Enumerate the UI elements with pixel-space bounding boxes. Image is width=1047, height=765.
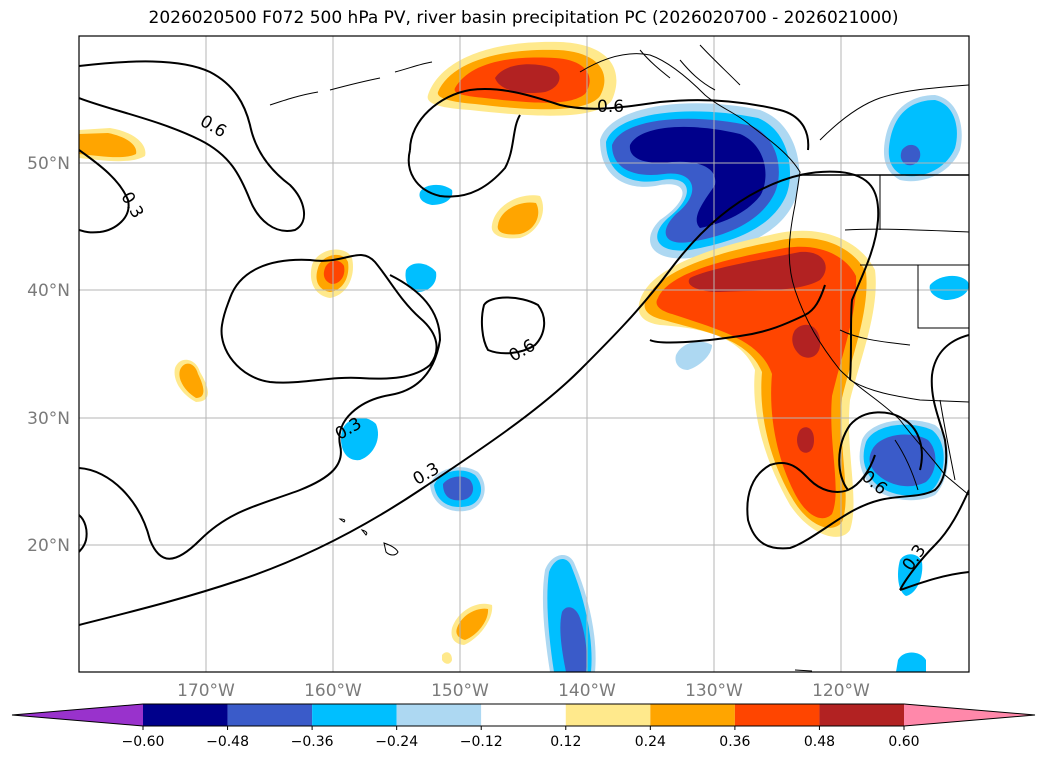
colorbar-extend-low [12, 704, 143, 726]
lon-label-140w: 140°W [558, 681, 616, 701]
map-frame [78, 35, 970, 673]
lat-label-30n: 30°N [27, 409, 70, 429]
lon-label-150w: 150°W [431, 681, 489, 701]
pv-contour-lower-0.3 [79, 274, 442, 560]
pv-contour-hawaii-0.6 [480, 296, 546, 355]
colorbar-bin [143, 704, 228, 726]
longitude-labels: 170°W 160°W 150°W 140°W 130°W 120°W [177, 681, 870, 701]
pv-contour-west-0.6 [79, 60, 305, 232]
colorbar-tick-label: 0.48 [804, 734, 835, 750]
colorbar-bin [227, 704, 313, 726]
anomaly-hawaii-royal [443, 476, 474, 501]
anomaly-small-orange-1b [497, 202, 539, 235]
anomaly-interior-nw-royal [900, 144, 921, 166]
colorbar-tick-label: −0.36 [291, 734, 334, 750]
colorbar-tick-label: −0.60 [122, 734, 165, 750]
colorbar-bin [396, 704, 482, 726]
pv-contour-gulf-inner [407, 114, 521, 198]
map-title: 2026020500 F072 500 hPa PV, river basin … [148, 8, 899, 28]
anomaly-small-cyan-2 [405, 263, 437, 292]
colorbar-tick-label: 0.12 [550, 734, 581, 750]
colorbar: −0.60 −0.48 −0.36 −0.24 −0.12 0.12 0.24 0.36 0.4… [11, 703, 1036, 750]
anomaly-small-orange-2c [323, 260, 345, 284]
pv-contour-west-0.3 [79, 149, 130, 234]
anomaly-california-core [688, 251, 826, 292]
anomaly-small-cyan-1 [340, 417, 379, 461]
anomaly-gulf-alaska-core [495, 64, 560, 94]
anomaly-great-basin [929, 275, 969, 300]
colorbar-tick-label: 0.36 [719, 734, 750, 750]
coastlines [269, 44, 969, 672]
pv-contour-southeast [746, 334, 969, 550]
colorbar-bin [650, 704, 735, 726]
anomaly-california-core2 [792, 324, 821, 358]
lat-label-40n: 40°N [27, 281, 70, 301]
colorbar-bin [734, 704, 820, 726]
lon-label-160w: 160°W [304, 681, 362, 701]
colorbar-bin [481, 704, 566, 726]
anomaly-small-cyan-6 [896, 652, 926, 672]
pv-contour-gulf-0.6 [409, 88, 810, 151]
anomaly-small-orange-3b [179, 363, 204, 398]
pv-label-1: 0.6 [597, 97, 624, 117]
lon-label-170w: 170°W [177, 681, 235, 701]
colorbar-tick-label: 0.24 [635, 734, 666, 750]
colorbar-extend-high [904, 704, 1035, 726]
anomaly-small-cyan-4 [675, 341, 712, 370]
pv-contour-central-0.6 [220, 254, 438, 384]
pv-contour-outer-0.3 [79, 170, 880, 626]
colorbar-bin [819, 704, 904, 726]
colorbar-bin [312, 704, 397, 726]
colorbar-tick-label: −0.12 [460, 734, 503, 750]
lat-label-50n: 50°N [27, 154, 70, 174]
colorbar-tick-label: −0.24 [375, 734, 418, 750]
anomaly-small-orange-4b [456, 608, 489, 640]
anomaly-strip-royal [560, 607, 587, 672]
lat-label-20n: 20°N [27, 536, 70, 556]
lon-label-120w: 120°W [812, 681, 870, 701]
pv-contour-south-tail [899, 489, 969, 591]
pv-contour-baja-loop [838, 411, 923, 491]
colorbar-tick-label: −0.48 [206, 734, 249, 750]
lon-label-130w: 130°W [685, 681, 743, 701]
anomaly-baja-royal [869, 434, 936, 487]
anomaly-small-orange-5b [79, 133, 137, 158]
anomaly-small-yellow-6 [442, 652, 452, 664]
pv-contour-coast-east [649, 284, 826, 344]
colorbar-bin [565, 704, 651, 726]
colorbar-tick-label: 0.60 [888, 734, 919, 750]
anomaly-pnw-navy [629, 126, 766, 228]
pv-contour-far-west [79, 514, 88, 553]
latitude-labels: 50°N 40°N 30°N 20°N [27, 154, 70, 556]
graticule [79, 36, 969, 672]
anomaly-california-core3 [797, 427, 814, 453]
pv-contours [79, 60, 969, 626]
